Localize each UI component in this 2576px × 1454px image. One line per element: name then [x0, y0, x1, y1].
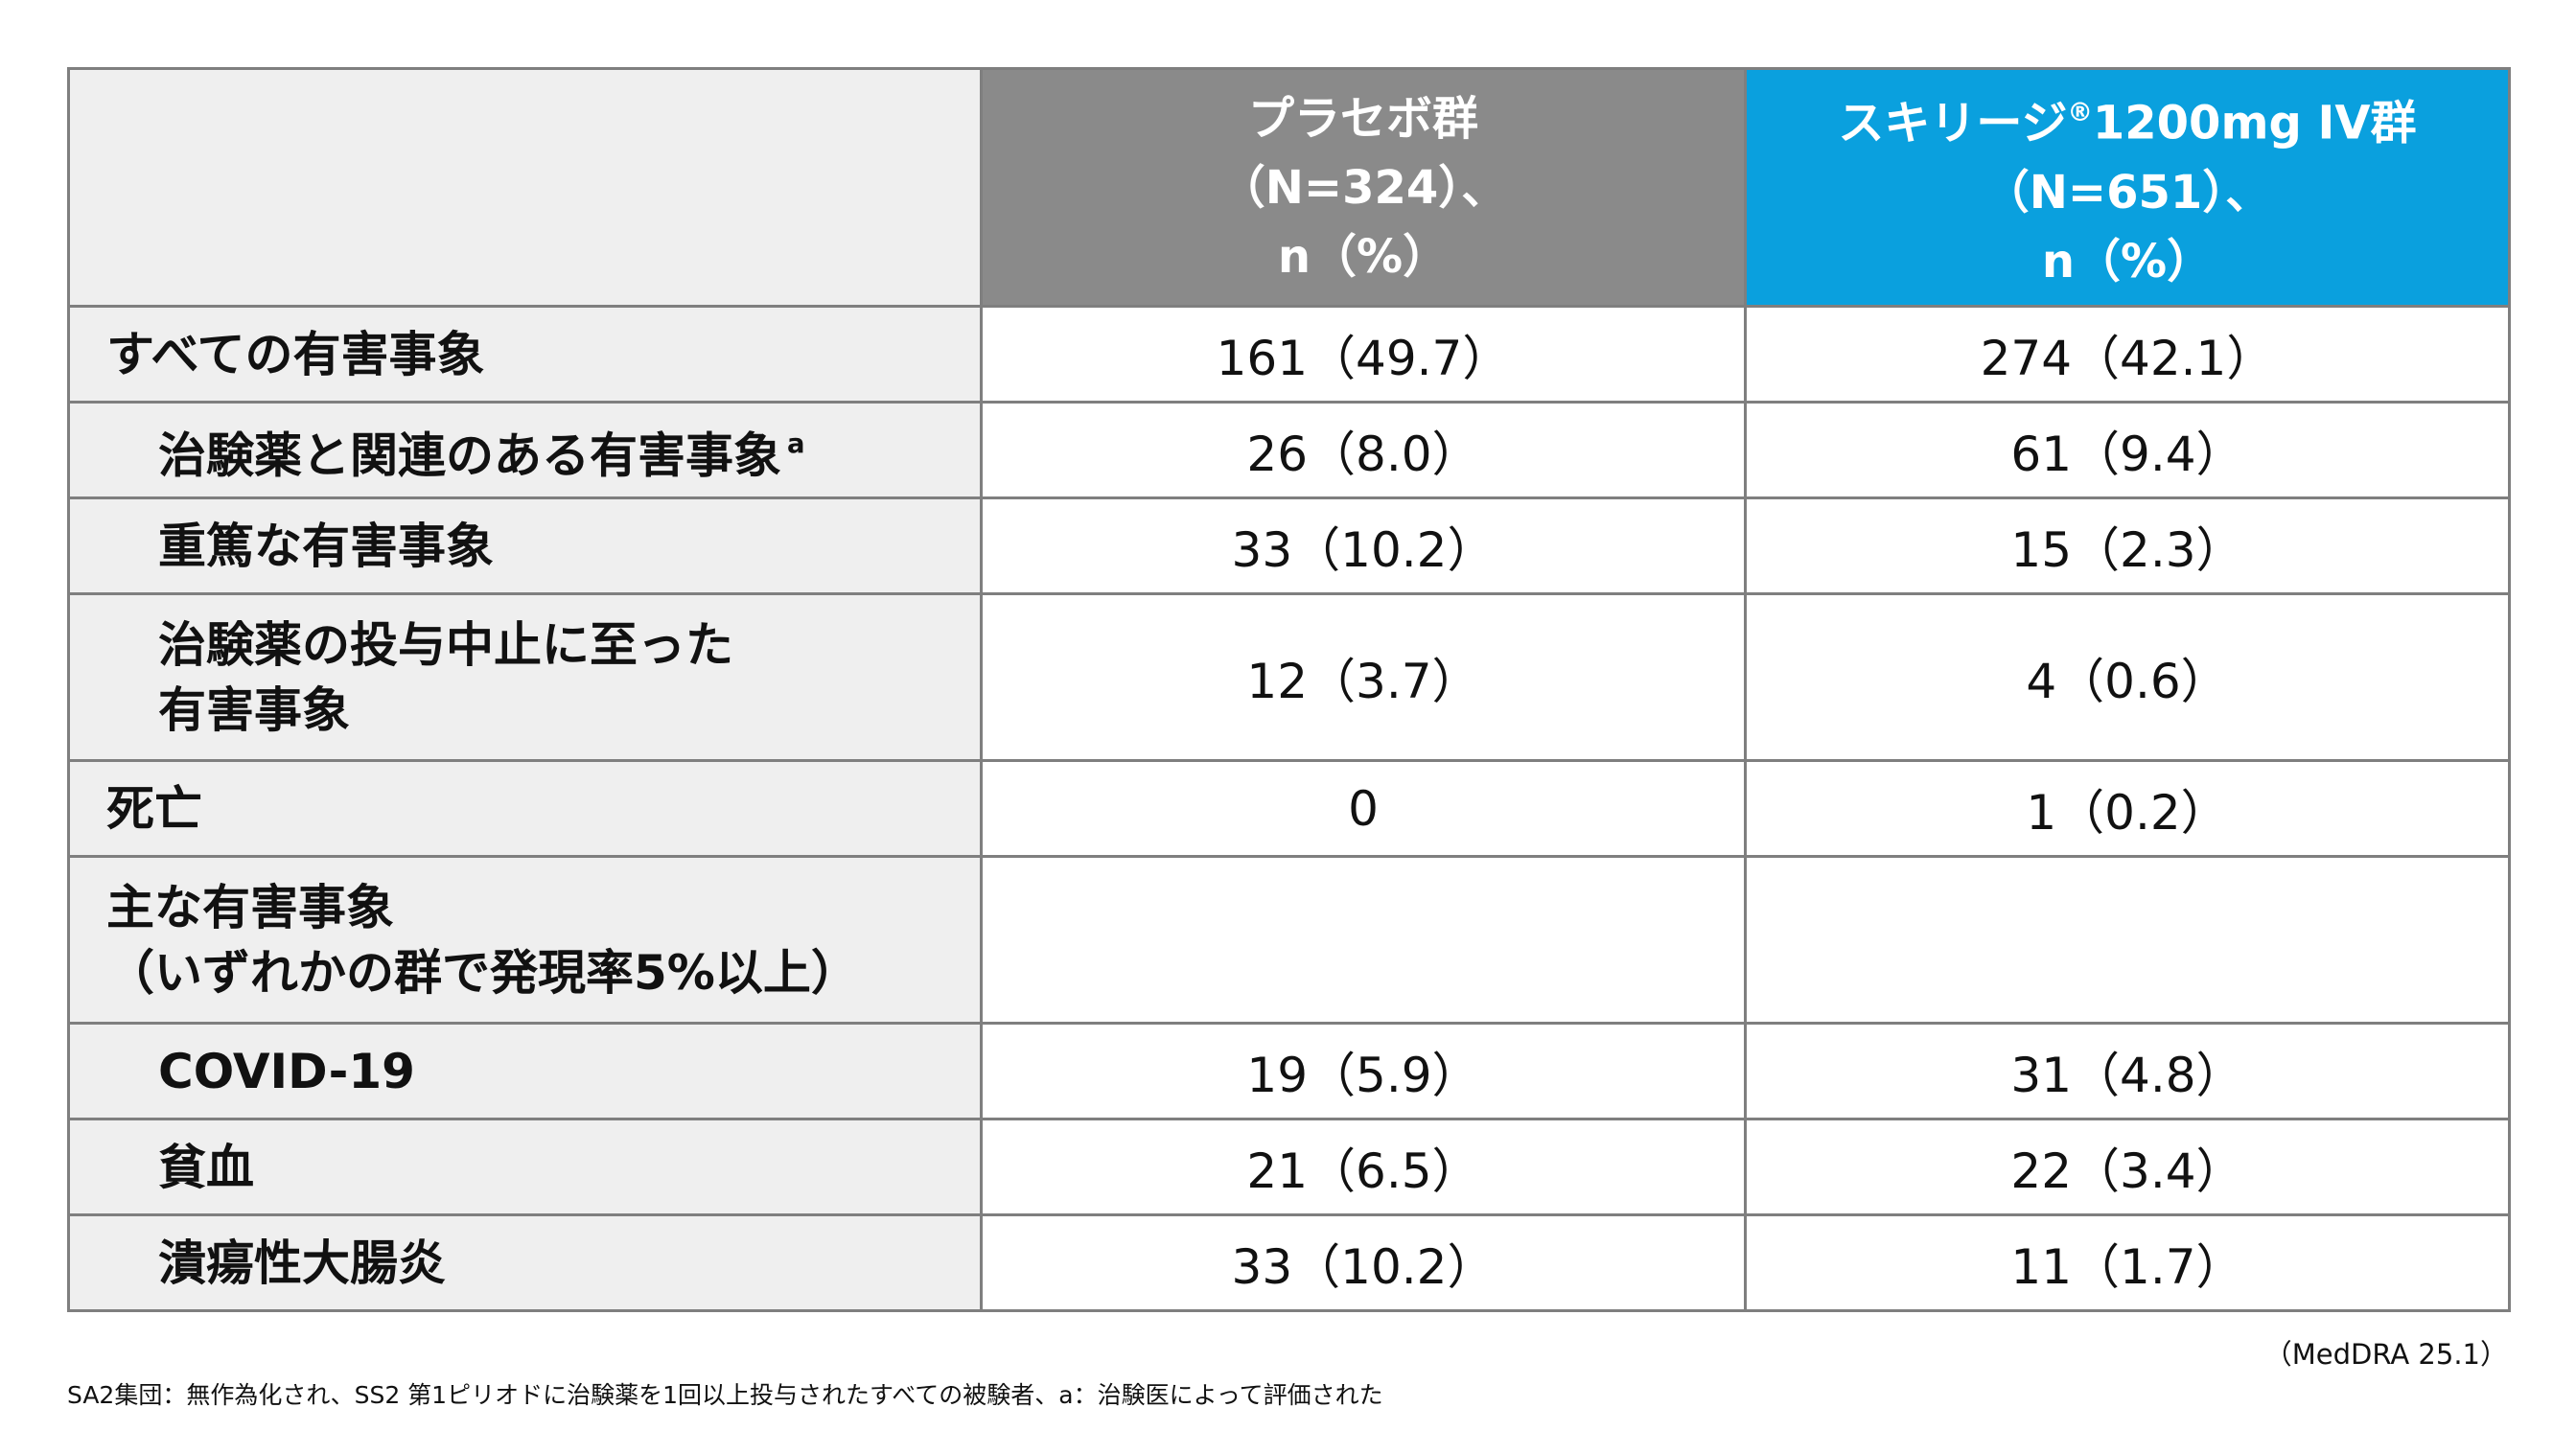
header-placebo-group: プラセボ群 （N=324）、 n（%）	[980, 67, 1747, 308]
table-row: すべての有害事象 161（49.7） 274（42.1）	[67, 305, 2511, 404]
header-skyrizi-group: スキリージ®1200mg IV群 （N=651）、 n（%）	[1744, 67, 2511, 308]
placebo-value: 33（10.2）	[980, 1213, 1747, 1312]
table-row: COVID-19 19（5.9） 31（4.8）	[67, 1022, 2511, 1120]
placebo-value: 33（10.2）	[980, 496, 1747, 595]
source-note: （MedDRA 25.1）	[2263, 1338, 2508, 1371]
skyrizi-name: スキリージ	[1838, 96, 2068, 150]
row-label: 主な有害事象 （いずれかの群で発現率5%以上）	[67, 855, 983, 1025]
skyrizi-value: 15（2.3）	[1744, 496, 2511, 595]
row-label-line2: （いずれかの群で発現率5%以上）	[106, 944, 859, 1001]
skyrizi-value: 11（1.7）	[1744, 1213, 2511, 1312]
header-row: プラセボ群 （N=324）、 n（%） スキリージ®1200mg IV群 （N=…	[67, 67, 2511, 308]
table-row: 死亡 0 1（0.2）	[67, 759, 2511, 858]
row-label-line1: 主な有害事象	[106, 879, 394, 935]
row-label-text: 治験薬と関連のある有害事象	[158, 427, 781, 484]
row-label: 治験薬と関連のある有害事象 a	[67, 401, 983, 499]
footnote-marker: a	[787, 428, 805, 460]
table-row: 主な有害事象 （いずれかの群で発現率5%以上）	[67, 855, 2511, 1025]
placebo-value: 21（6.5）	[980, 1118, 1747, 1216]
row-label: 潰瘍性大腸炎	[67, 1213, 983, 1312]
placebo-value: 0	[980, 759, 1747, 858]
placebo-value: 161（49.7）	[980, 305, 1747, 404]
registered-mark: ®	[2067, 98, 2093, 128]
skyrizi-value: 31（4.8）	[1744, 1022, 2511, 1120]
skyrizi-title: スキリージ®1200mg IV群	[1747, 79, 2508, 157]
row-label-line2: 有害事象	[158, 681, 350, 738]
skyrizi-value: 274（42.1）	[1744, 305, 2511, 404]
skyrizi-value: 61（9.4）	[1744, 401, 2511, 499]
row-label: COVID-19	[67, 1022, 983, 1120]
skyrizi-dose: 1200mg IV群	[2092, 96, 2417, 150]
footnote: SA2集団：無作為化され、SS2 第1ピリオドに治験薬を1回以上投与されたすべて…	[67, 1381, 1383, 1409]
adverse-events-table: プラセボ群 （N=324）、 n（%） スキリージ®1200mg IV群 （N=…	[67, 67, 2511, 1312]
skyrizi-value	[1744, 855, 2511, 1025]
skyrizi-value: 22（3.4）	[1744, 1118, 2511, 1216]
row-label: 治験薬の投与中止に至った 有害事象	[67, 592, 983, 762]
skyrizi-value: 1（0.2）	[1744, 759, 2511, 858]
placebo-title: プラセボ群	[1247, 91, 1478, 146]
header-blank-cell	[67, 67, 983, 308]
row-label: すべての有害事象	[67, 305, 983, 404]
row-label: 重篤な有害事象	[67, 496, 983, 595]
table-row: 重篤な有害事象 33（10.2） 15（2.3）	[67, 496, 2511, 595]
placebo-value: 12（3.7）	[980, 592, 1747, 762]
skyrizi-unit: n（%）	[2041, 234, 2214, 288]
table-row: 貧血 21（6.5） 22（3.4）	[67, 1118, 2511, 1216]
placebo-unit: n（%）	[1277, 229, 1450, 284]
placebo-value	[980, 855, 1747, 1025]
placebo-n: （N=324）、	[1218, 160, 1508, 215]
row-label-line1: 治験薬の投与中止に至った	[158, 616, 733, 673]
table-row: 潰瘍性大腸炎 33（10.2） 11（1.7）	[67, 1213, 2511, 1312]
table-row: 治験薬と関連のある有害事象 a 26（8.0） 61（9.4）	[67, 401, 2511, 499]
table-row: 治験薬の投与中止に至った 有害事象 12（3.7） 4（0.6）	[67, 592, 2511, 762]
row-label: 貧血	[67, 1118, 983, 1216]
skyrizi-value: 4（0.6）	[1744, 592, 2511, 762]
placebo-value: 26（8.0）	[980, 401, 1747, 499]
skyrizi-n: （N=651）、	[1983, 165, 2272, 219]
placebo-value: 19（5.9）	[980, 1022, 1747, 1120]
row-label: 死亡	[67, 759, 983, 858]
